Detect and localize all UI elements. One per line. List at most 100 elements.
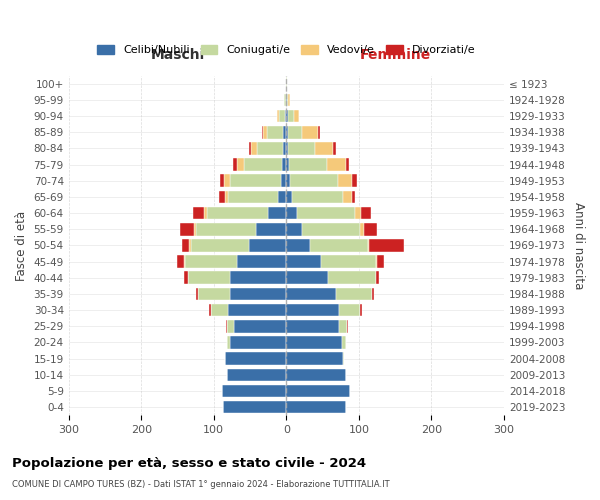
Bar bbox=[343, 190, 352, 203]
Bar bbox=[203, 207, 206, 220]
Bar bbox=[286, 320, 338, 332]
Bar bbox=[224, 190, 228, 203]
Bar bbox=[283, 126, 286, 138]
Bar bbox=[228, 190, 278, 203]
Bar bbox=[297, 207, 355, 220]
Text: COMUNE DI CAMPO TURES (BZ) - Dati ISTAT 1° gennaio 2024 - Elaborazione TUTTITALI: COMUNE DI CAMPO TURES (BZ) - Dati ISTAT … bbox=[12, 480, 389, 489]
Bar bbox=[288, 126, 302, 138]
Bar bbox=[230, 272, 286, 284]
Bar bbox=[286, 207, 297, 220]
Text: Maschi: Maschi bbox=[151, 48, 205, 62]
Bar bbox=[250, 142, 251, 154]
Bar bbox=[290, 174, 338, 187]
Bar bbox=[196, 288, 198, 300]
Bar bbox=[346, 158, 349, 171]
Bar bbox=[293, 110, 299, 122]
Bar bbox=[198, 288, 230, 300]
Bar bbox=[318, 126, 320, 138]
Bar bbox=[282, 158, 286, 171]
Bar bbox=[193, 207, 203, 220]
Bar bbox=[244, 158, 282, 171]
Bar bbox=[224, 352, 226, 365]
Bar bbox=[286, 336, 342, 349]
Bar bbox=[286, 352, 343, 365]
Bar bbox=[288, 110, 293, 122]
Bar bbox=[234, 320, 286, 332]
Bar bbox=[182, 239, 189, 252]
Bar bbox=[286, 142, 289, 154]
Bar bbox=[310, 239, 368, 252]
Bar bbox=[286, 304, 338, 316]
Bar bbox=[338, 174, 352, 187]
Bar bbox=[352, 174, 356, 187]
Bar bbox=[188, 272, 230, 284]
Bar bbox=[194, 223, 196, 235]
Bar bbox=[268, 207, 286, 220]
Bar bbox=[286, 401, 346, 413]
Bar bbox=[286, 110, 288, 122]
Bar bbox=[230, 336, 286, 349]
Bar bbox=[377, 256, 384, 268]
Bar bbox=[376, 256, 377, 268]
Bar bbox=[263, 126, 268, 138]
Bar bbox=[292, 190, 343, 203]
Bar bbox=[289, 94, 290, 106]
Bar bbox=[211, 304, 228, 316]
Bar bbox=[361, 207, 371, 220]
Bar bbox=[314, 142, 334, 154]
Bar bbox=[279, 110, 285, 122]
Bar bbox=[278, 190, 286, 203]
Bar bbox=[223, 401, 286, 413]
Bar bbox=[286, 94, 287, 106]
Bar bbox=[289, 158, 327, 171]
Bar bbox=[286, 239, 310, 252]
Bar bbox=[177, 256, 184, 268]
Bar bbox=[355, 207, 361, 220]
Bar bbox=[226, 352, 286, 365]
Bar bbox=[251, 142, 257, 154]
Bar bbox=[184, 256, 185, 268]
Bar bbox=[256, 223, 286, 235]
Bar bbox=[191, 239, 248, 252]
Bar bbox=[286, 126, 288, 138]
Bar bbox=[286, 272, 328, 284]
Bar bbox=[230, 174, 281, 187]
Text: Popolazione per età, sesso e stato civile - 2024: Popolazione per età, sesso e stato civil… bbox=[12, 458, 366, 470]
Bar bbox=[223, 384, 286, 398]
Bar bbox=[286, 368, 346, 381]
Bar bbox=[372, 288, 374, 300]
Legend: Celibi/Nubili, Coniugati/e, Vedovi/e, Divorziati/e: Celibi/Nubili, Coniugati/e, Vedovi/e, Di… bbox=[93, 40, 479, 60]
Bar bbox=[302, 223, 361, 235]
Bar bbox=[179, 223, 194, 235]
Bar bbox=[342, 336, 346, 349]
Bar bbox=[343, 352, 344, 365]
Bar bbox=[361, 223, 364, 235]
Bar bbox=[226, 320, 227, 332]
Bar bbox=[268, 126, 283, 138]
Bar bbox=[286, 158, 289, 171]
Bar bbox=[286, 288, 335, 300]
Bar bbox=[224, 174, 230, 187]
Bar bbox=[286, 190, 292, 203]
Bar bbox=[230, 288, 286, 300]
Bar bbox=[338, 320, 347, 332]
Bar bbox=[185, 256, 237, 268]
Bar bbox=[286, 384, 350, 398]
Bar bbox=[227, 368, 286, 381]
Y-axis label: Anni di nascita: Anni di nascita bbox=[572, 202, 585, 289]
Bar bbox=[286, 256, 321, 268]
Bar bbox=[368, 239, 369, 252]
Bar bbox=[196, 223, 256, 235]
Bar bbox=[206, 207, 268, 220]
Bar bbox=[184, 272, 188, 284]
Bar bbox=[227, 336, 230, 349]
Bar bbox=[189, 239, 191, 252]
Bar bbox=[302, 126, 318, 138]
Bar bbox=[361, 304, 362, 316]
Bar bbox=[347, 320, 348, 332]
Bar bbox=[262, 126, 263, 138]
Bar bbox=[286, 174, 290, 187]
Bar bbox=[327, 158, 346, 171]
Bar bbox=[369, 239, 404, 252]
Bar bbox=[328, 272, 376, 284]
